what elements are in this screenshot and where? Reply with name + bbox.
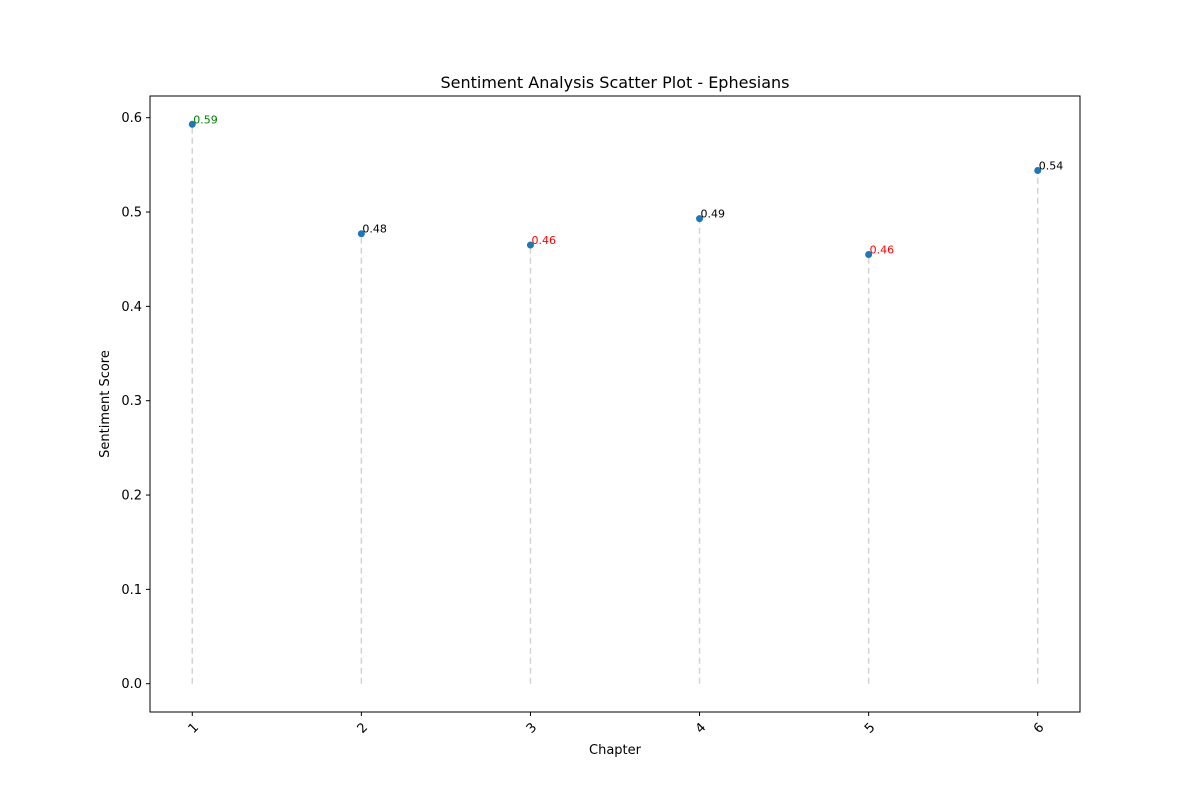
x-tick-label: 2 — [355, 720, 371, 736]
data-point — [865, 250, 873, 258]
y-tick-label: 0.6 — [121, 111, 142, 126]
y-axis-title: Sentiment Score — [98, 350, 113, 458]
chart-title: Sentiment Analysis Scatter Plot - Ephesi… — [440, 73, 789, 92]
y-tick-label: 0.1 — [121, 583, 142, 598]
data-label: 0.59 — [193, 113, 218, 126]
data-label: 0.48 — [362, 223, 387, 236]
data-point — [357, 230, 365, 238]
data-label: 0.49 — [701, 208, 726, 221]
y-axis: 0.0 0.1 0.2 0.3 0.4 0.5 0.6 — [121, 111, 150, 692]
data-point — [1034, 167, 1042, 175]
x-tick-label: 6 — [1031, 720, 1047, 736]
data-point — [188, 120, 196, 128]
x-axis-title: Chapter — [589, 743, 642, 758]
x-tick-label: 1 — [186, 720, 202, 736]
plot-area-frame — [149, 95, 1081, 713]
data-point — [526, 241, 534, 249]
x-tick-label: 5 — [862, 720, 878, 736]
y-tick-label: 0.0 — [121, 677, 142, 692]
x-tick-label: 3 — [524, 720, 540, 736]
data-label: 0.54 — [1039, 160, 1064, 173]
data-label: 0.46 — [870, 243, 895, 256]
data-point — [696, 215, 704, 223]
y-tick-label: 0.3 — [121, 394, 142, 409]
y-tick-label: 0.4 — [121, 300, 142, 315]
y-tick-label: 0.5 — [121, 206, 142, 221]
data-points — [188, 120, 1042, 258]
data-label: 0.46 — [531, 234, 556, 247]
x-axis: 1 2 3 4 5 6 — [186, 712, 1047, 737]
y-tick-label: 0.2 — [121, 489, 142, 504]
data-labels: 0.59 0.48 0.46 0.49 0.46 0.54 — [193, 113, 1063, 256]
x-tick-label: 4 — [693, 720, 709, 736]
stem-lines — [191, 124, 1039, 684]
